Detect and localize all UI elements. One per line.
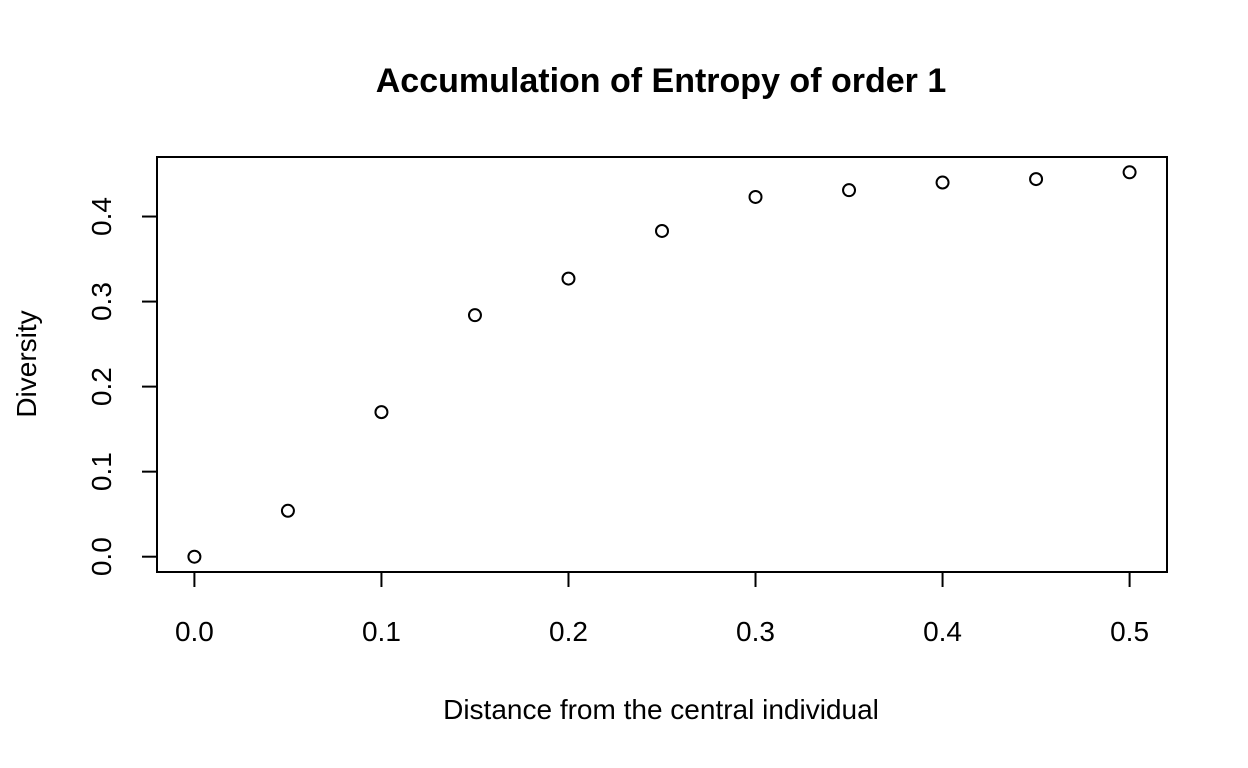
y-axis-label: Diversity <box>11 310 42 417</box>
data-point <box>935 175 950 190</box>
data-points <box>187 165 1137 564</box>
y-tick-label: 0.3 <box>86 282 117 321</box>
chart-title: Accumulation of Entropy of order 1 <box>376 62 946 100</box>
x-tick-label: 0.4 <box>923 616 962 647</box>
y-tick-label: 0.0 <box>86 537 117 576</box>
x-tick-label: 0.1 <box>362 616 401 647</box>
data-point <box>655 223 669 238</box>
y-tick-label: 0.4 <box>86 197 117 236</box>
x-tick-label: 0.3 <box>736 616 775 647</box>
plot-frame <box>156 156 1168 573</box>
y-tick-label: 0.2 <box>86 367 117 406</box>
data-point <box>187 549 202 564</box>
y-tick-label: 0.1 <box>86 452 117 491</box>
x-axis: 0.0 0.1 0.2 0.3 0.4 0.5 <box>175 571 1149 647</box>
data-point <box>842 183 857 198</box>
y-axis: 0.0 0.1 0.2 0.3 0.4 <box>86 197 158 576</box>
x-tick-label: 0.5 <box>1110 616 1149 647</box>
x-axis-label: Distance from the central individual <box>443 694 879 725</box>
x-tick-label: 0.2 <box>549 616 588 647</box>
data-point <box>748 189 763 204</box>
data-point <box>374 405 389 420</box>
x-tick-label: 0.0 <box>175 616 214 647</box>
data-point <box>280 503 295 518</box>
data-point <box>1122 165 1137 180</box>
data-point <box>467 308 482 323</box>
data-point <box>1029 172 1044 187</box>
data-point <box>561 271 576 286</box>
